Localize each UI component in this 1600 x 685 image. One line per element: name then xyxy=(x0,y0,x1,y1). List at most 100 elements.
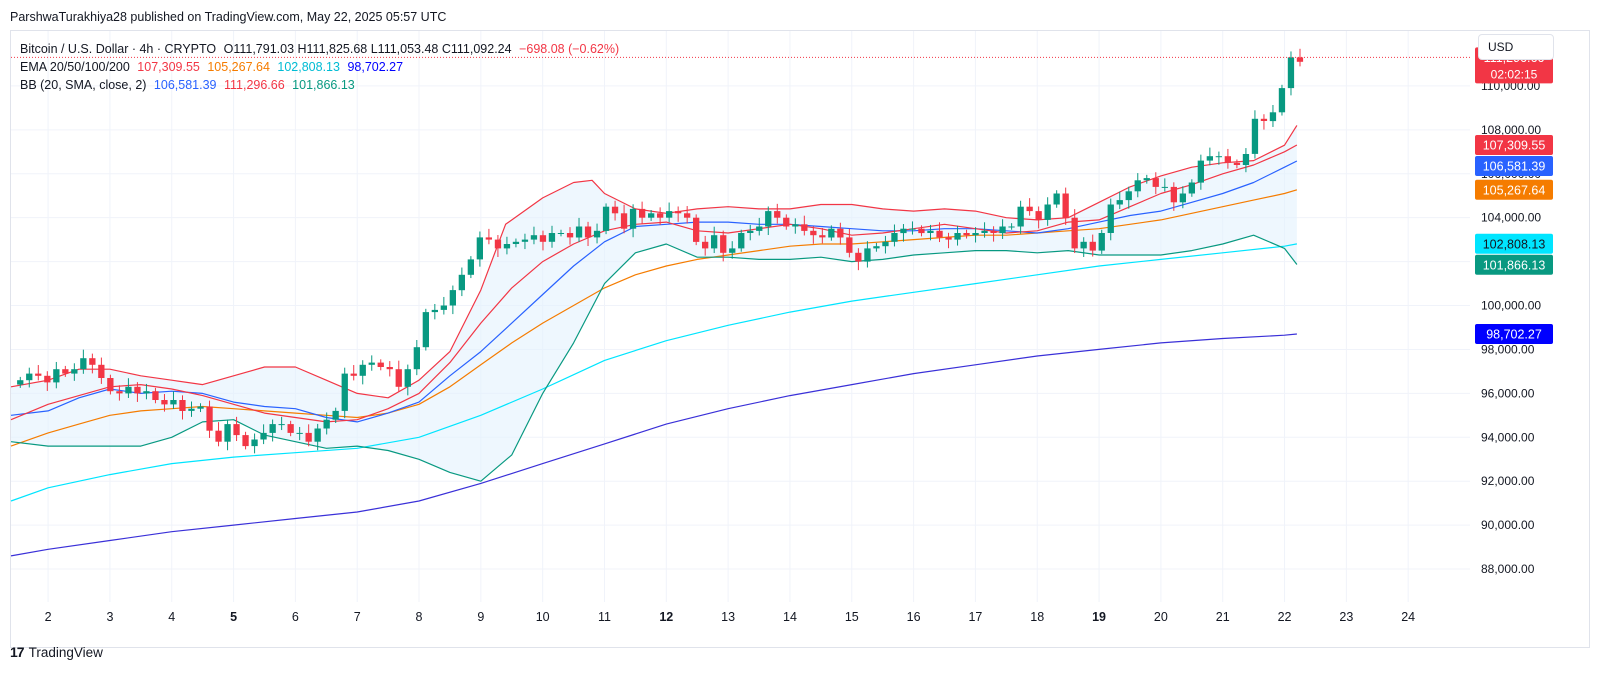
candle-body xyxy=(900,228,907,234)
candle-body xyxy=(1296,57,1304,62)
candle xyxy=(1287,51,1295,96)
legend-bb-row[interactable]: BB (20, SMA, close, 2) 106,581.39 111,29… xyxy=(20,76,623,94)
candle-body xyxy=(972,233,979,236)
y-tick-label: 90,000.00 xyxy=(1481,518,1535,532)
candle-body xyxy=(242,435,249,447)
candle xyxy=(1260,114,1268,130)
candle xyxy=(954,225,961,246)
candle xyxy=(1242,148,1250,173)
candle xyxy=(377,359,384,371)
candle-body xyxy=(305,432,312,442)
price-badge-ema50: 105,267.64 xyxy=(1475,179,1553,200)
candle xyxy=(233,416,240,442)
candle-body xyxy=(693,217,700,242)
candle xyxy=(53,361,60,389)
candle-body xyxy=(215,430,222,442)
candle-body xyxy=(1062,193,1069,218)
candle xyxy=(855,248,862,271)
bb-fill-area xyxy=(11,125,1297,482)
candle-body xyxy=(278,424,285,426)
candle xyxy=(801,215,808,236)
candle xyxy=(1089,234,1096,257)
candle xyxy=(503,236,511,255)
candle xyxy=(296,426,303,441)
candle xyxy=(89,353,96,374)
x-tick-label: 23 xyxy=(1339,610,1353,624)
price-badge-ema20: 107,309.55 xyxy=(1475,135,1553,155)
candle xyxy=(620,204,628,234)
candle xyxy=(224,419,231,451)
candles xyxy=(17,48,1304,454)
candle xyxy=(71,363,78,381)
grid-lines xyxy=(11,31,1470,602)
candle xyxy=(188,401,195,417)
candle-body xyxy=(1017,206,1024,227)
candle-body xyxy=(251,439,258,447)
candle xyxy=(62,365,69,377)
candle-body xyxy=(1251,118,1259,154)
candle-body xyxy=(179,400,186,411)
candle-body xyxy=(1008,226,1015,228)
candle xyxy=(44,371,51,391)
candle-body xyxy=(107,378,114,392)
candle-body xyxy=(71,369,78,374)
candle xyxy=(170,391,177,409)
currency-button[interactable]: USD xyxy=(1478,34,1554,60)
candle xyxy=(1152,172,1159,195)
candle xyxy=(1197,154,1204,190)
candle-body xyxy=(539,235,547,242)
candle-body xyxy=(467,259,474,275)
candle xyxy=(765,206,772,236)
candle-body xyxy=(1134,180,1141,192)
candle xyxy=(1179,186,1186,209)
candle-body xyxy=(1287,57,1295,89)
candle-body xyxy=(53,369,60,383)
candle xyxy=(927,224,934,241)
candle xyxy=(747,224,754,241)
footer-brand[interactable]: 17 TradingView xyxy=(10,644,103,660)
legend-symbol-row[interactable]: Bitcoin / U.S. Dollar · 4h · CRYPTO O111… xyxy=(20,40,623,58)
y-tick-label: 100,000.00 xyxy=(1481,299,1541,313)
candle-body xyxy=(395,369,402,387)
candle xyxy=(774,203,781,224)
tradingview-logo-icon: 17 xyxy=(10,644,25,660)
candle xyxy=(512,238,520,248)
candle-body xyxy=(188,408,195,411)
candle-body xyxy=(503,244,511,249)
y-tick-label: 108,000.00 xyxy=(1481,123,1541,137)
candle-body xyxy=(404,369,411,387)
candle-body xyxy=(1197,160,1204,183)
candle xyxy=(729,241,736,259)
candle xyxy=(1125,186,1132,209)
legend-ema-label: EMA 20/50/100/200 xyxy=(20,60,130,74)
candle-body xyxy=(738,233,745,249)
candle-body xyxy=(350,373,357,376)
candle-body xyxy=(1080,241,1087,249)
candle-body xyxy=(819,235,826,238)
candle-body xyxy=(1224,156,1231,163)
legend-ema50: 105,267.64 xyxy=(207,60,270,74)
candle xyxy=(602,203,610,235)
candle xyxy=(278,416,285,431)
candle xyxy=(215,422,222,447)
price-badge-bg xyxy=(1475,254,1553,275)
candle-body xyxy=(657,213,664,218)
candle-body xyxy=(1125,191,1132,201)
candle-body xyxy=(1188,182,1195,194)
candle-body xyxy=(990,230,997,233)
candle xyxy=(368,355,375,371)
candle-body xyxy=(1260,118,1268,121)
candle xyxy=(206,400,213,438)
candle xyxy=(161,394,168,412)
candle-body xyxy=(602,206,610,231)
legend-change: −698.08 (−0.62%) xyxy=(519,42,620,56)
x-tick-label: 14 xyxy=(783,610,797,624)
x-tick-label: 8 xyxy=(416,610,423,624)
price-badge-bg xyxy=(1475,324,1553,344)
candle xyxy=(675,206,682,222)
legend-ema-row[interactable]: EMA 20/50/100/200 107,309.55 105,267.64 … xyxy=(20,58,623,76)
candle xyxy=(341,367,348,419)
candle xyxy=(242,431,249,450)
candle xyxy=(711,226,718,254)
